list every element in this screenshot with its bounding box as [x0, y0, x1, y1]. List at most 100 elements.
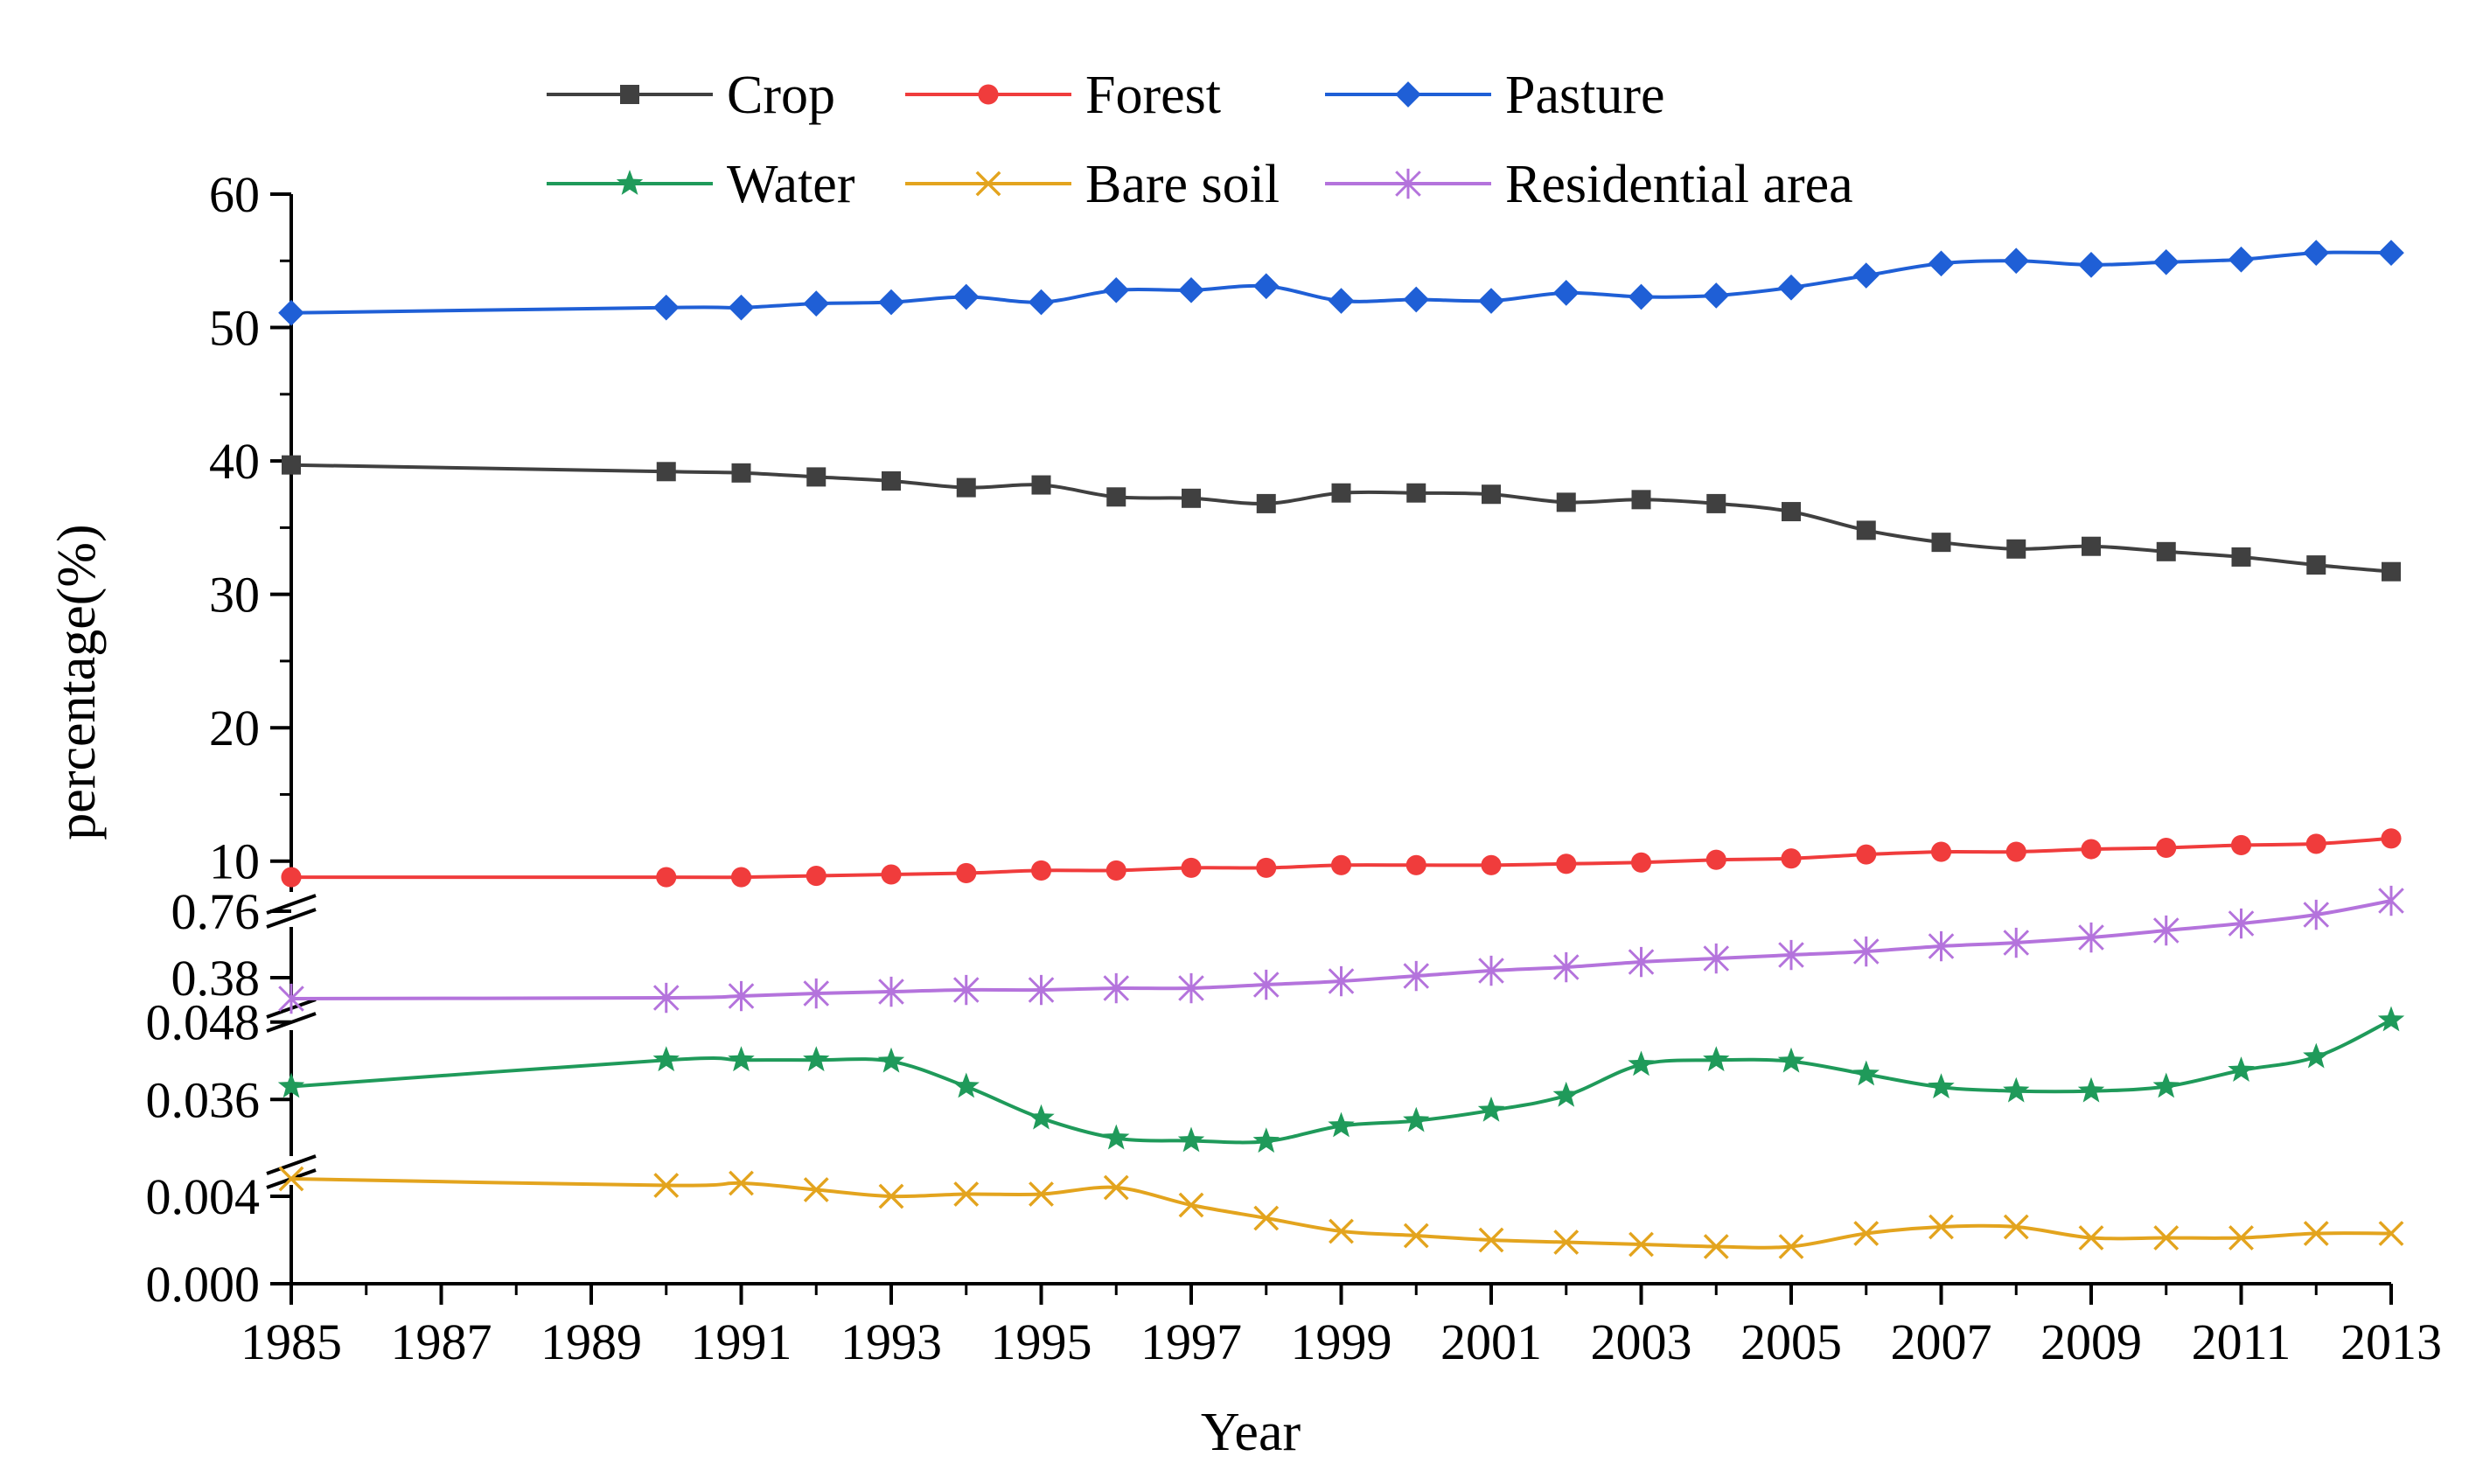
- data-point-crop-2005: [1782, 502, 1801, 522]
- data-point-pasture-1997: [1178, 276, 1204, 303]
- data-point-water-2003: [1628, 1050, 1655, 1076]
- data-point-water-1985: [277, 1072, 305, 1098]
- data-point-bare-soil-1992: [803, 1177, 829, 1202]
- data-point-forest-1994: [956, 862, 977, 884]
- x-tick-label-1985: 1985: [241, 1313, 342, 1370]
- data-point-bare-soil-2005: [1778, 1234, 1804, 1259]
- data-point-forest-2002: [1556, 853, 1577, 874]
- data-point-bare-soil-2000: [1403, 1223, 1429, 1249]
- y-tick-label-upper-60: 60: [209, 166, 260, 223]
- data-point-water-1996: [1103, 1124, 1130, 1150]
- data-point-residential-area-2011: [2228, 908, 2255, 939]
- data-point-pasture-2008: [2003, 247, 2030, 275]
- data-point-pasture-2003: [1628, 283, 1655, 310]
- data-point-bare-soil-2006: [1853, 1221, 1880, 1246]
- data-point-water-2012: [2303, 1042, 2330, 1069]
- legend-label-bare-soil: Bare soil: [1085, 155, 1280, 214]
- x-tick-label-1989: 1989: [541, 1313, 642, 1370]
- legend-label-residential-area: Residential area: [1505, 155, 1853, 214]
- data-point-pasture-2002: [1552, 280, 1580, 306]
- x-axis-title: Year: [1201, 1403, 1301, 1462]
- axes: 10 20 30 40 50 60 0.38 0.76 0.036 0.048 0.000 0.004…: [146, 166, 2443, 1370]
- x-tick-label-2011: 2011: [2192, 1313, 2291, 1370]
- data-point-residential-area-2009: [2078, 922, 2104, 953]
- data-point-crop-2009: [2082, 536, 2101, 556]
- legend-label-forest: Forest: [1085, 66, 1221, 125]
- legend-item-bare-soil: Bare soil: [905, 155, 1280, 214]
- data-point-crop-1996: [1106, 487, 1126, 507]
- series-line-crop: [290, 463, 2392, 574]
- x-tick-label-2003: 2003: [1591, 1313, 1692, 1370]
- legend-item-pasture: Pasture: [1325, 66, 1665, 125]
- data-point-water-1993: [877, 1047, 905, 1073]
- data-point-bare-soil-2003: [1629, 1231, 1654, 1258]
- data-point-forest-1991: [730, 867, 752, 888]
- data-point-forest-1996: [1105, 860, 1126, 881]
- data-point-forest-2001: [1481, 854, 1502, 875]
- data-point-bare-soil-1997: [1178, 1192, 1204, 1218]
- data-point-forest-1990: [656, 867, 677, 888]
- data-point-crop-1993: [882, 470, 901, 491]
- data-point-bare-soil-2001: [1478, 1227, 1504, 1253]
- series-pasture: [278, 240, 2404, 326]
- data-point-crop-2002: [1556, 492, 1576, 512]
- data-point-pasture-2000: [1403, 286, 1430, 313]
- series-line-bare-soil: [290, 1177, 2392, 1250]
- series-residential-area: [278, 885, 2404, 1014]
- data-point-crop-2007: [1931, 533, 1951, 553]
- x-tick-label-1995: 1995: [991, 1313, 1092, 1370]
- data-point-pasture-1985: [278, 299, 304, 326]
- data-point-crop-2008: [2006, 539, 2026, 559]
- data-point-residential-area-2010: [2152, 915, 2180, 946]
- data-point-residential-area-1993: [878, 976, 904, 1007]
- data-point-pasture-2004: [1703, 282, 1730, 309]
- data-point-bare-soil-2007: [1928, 1214, 1954, 1240]
- data-point-bare-soil-1994: [953, 1181, 980, 1207]
- data-point-water-1992: [803, 1046, 830, 1072]
- legend-item-water: Water: [547, 155, 855, 214]
- data-point-residential-area-1995: [1028, 974, 1055, 1006]
- legend-marker-pasture: [1395, 81, 1421, 108]
- series-crop: [282, 455, 2401, 582]
- legend-marker-crop: [620, 85, 639, 104]
- y-tick-label-upper-50: 50: [209, 300, 260, 357]
- data-point-forest-1998: [1256, 857, 1277, 878]
- data-point-water-2013: [2377, 1006, 2405, 1032]
- y-tick-label-upper-40: 40: [209, 433, 260, 490]
- data-point-water-1999: [1328, 1111, 1355, 1138]
- data-point-crop-2001: [1482, 484, 1501, 505]
- data-point-pasture-2009: [2078, 252, 2104, 278]
- data-point-bare-soil-1998: [1253, 1205, 1280, 1231]
- y-axis-title: percentage(%): [47, 524, 107, 840]
- data-point-forest-2007: [1930, 841, 1952, 862]
- data-point-forest-2006: [1856, 844, 1877, 865]
- data-point-pasture-1995: [1028, 289, 1055, 316]
- data-point-water-2010: [2152, 1072, 2180, 1098]
- data-point-pasture-2010: [2152, 248, 2180, 275]
- x-tick-label-2001: 2001: [1440, 1313, 1542, 1370]
- data-point-pasture-2011: [2228, 246, 2255, 273]
- data-point-bare-soil-2004: [1703, 1234, 1729, 1259]
- data-point-crop-1998: [1256, 493, 1276, 513]
- data-point-crop-1997: [1182, 488, 1201, 508]
- data-point-bare-soil-2012: [2303, 1221, 2329, 1246]
- data-point-bare-soil-2008: [2003, 1214, 2029, 1240]
- data-point-residential-area-2007: [1928, 930, 1955, 962]
- legend-marker-bare-soil: [975, 171, 1001, 197]
- data-point-pasture-1992: [803, 290, 830, 317]
- series-bare-soil: [278, 1166, 2404, 1259]
- data-point-forest-1997: [1181, 857, 1202, 878]
- data-point-bare-soil-2010: [2153, 1225, 2180, 1251]
- data-point-water-2000: [1403, 1106, 1430, 1132]
- data-point-water-1994: [952, 1072, 980, 1098]
- data-point-crop-2003: [1631, 490, 1651, 510]
- data-point-pasture-2012: [2303, 240, 2330, 266]
- x-tick-label-2009: 2009: [2040, 1313, 2142, 1370]
- data-point-pasture-2013: [2378, 240, 2404, 266]
- data-point-residential-area-2008: [2003, 927, 2030, 958]
- data-point-water-2001: [1477, 1096, 1505, 1122]
- x-tick-label-2013: 2013: [2340, 1313, 2442, 1370]
- x-tick-label-1993: 1993: [840, 1313, 942, 1370]
- data-point-water-2008: [2003, 1076, 2030, 1103]
